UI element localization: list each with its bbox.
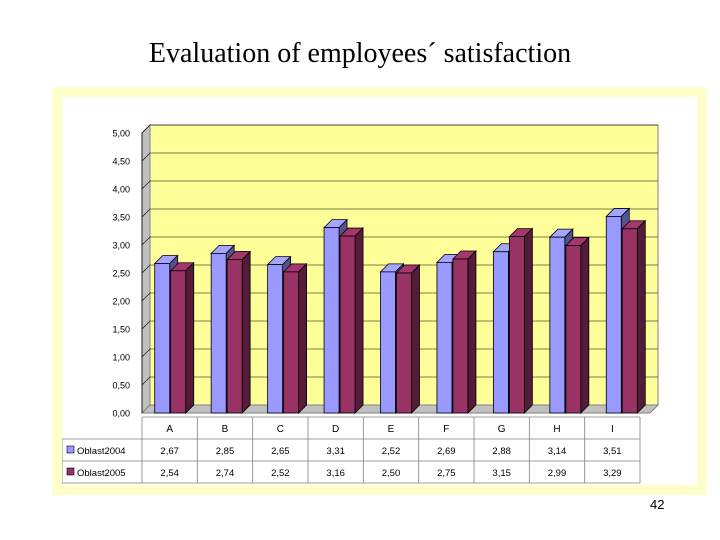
data-label: 3,51 xyxy=(603,446,622,457)
x-tick-label: A xyxy=(166,424,173,435)
gridline xyxy=(141,348,658,358)
bar xyxy=(169,261,195,414)
gridline xyxy=(141,292,658,302)
bar-side-face xyxy=(636,219,646,414)
bar-front-face xyxy=(267,264,284,414)
bar-front-face xyxy=(380,271,396,414)
legend-swatch xyxy=(66,467,75,476)
bar-side-face xyxy=(411,264,420,414)
data-label: 2,52 xyxy=(382,446,401,457)
bar-front-face xyxy=(283,271,300,414)
bar-side-face xyxy=(523,227,533,414)
gridline xyxy=(141,180,658,190)
bar-front-face xyxy=(339,235,356,414)
bar xyxy=(564,236,590,414)
bar-front-face xyxy=(154,263,171,414)
y-tick-label: 5,00 xyxy=(112,129,130,139)
data-label: 2,54 xyxy=(160,468,179,479)
bar xyxy=(282,262,308,414)
bar-side-face xyxy=(298,262,308,414)
data-label: 3,31 xyxy=(326,446,345,457)
x-tick-label: F xyxy=(443,424,449,435)
bar-front-face xyxy=(170,270,187,414)
data-label: 2,65 xyxy=(271,446,290,457)
data-label: 3,29 xyxy=(603,468,622,479)
data-label: 3,16 xyxy=(326,468,345,479)
bar xyxy=(395,264,421,414)
bar-front-face xyxy=(605,216,622,414)
bar-front-face xyxy=(226,259,243,414)
data-label: 2,69 xyxy=(437,446,456,457)
x-tick-label: B xyxy=(222,424,229,435)
x-tick-label: I xyxy=(611,424,614,435)
y-tick-label: 4,50 xyxy=(112,157,130,167)
gridline xyxy=(141,152,658,162)
bar-side-face xyxy=(467,250,477,414)
bar xyxy=(451,250,477,414)
bar-side-face xyxy=(185,261,195,414)
data-label: 2,88 xyxy=(492,446,511,457)
data-label: 2,85 xyxy=(216,446,235,457)
bar-side-face xyxy=(241,250,251,414)
y-tick-label: 4,00 xyxy=(112,185,130,195)
bar xyxy=(339,227,365,414)
bar-front-face xyxy=(508,236,525,414)
chart-frame: 0,00 0,50 1,00 1,50 2,00 2,50 3,00 3,50 4,00 4,50… xyxy=(52,87,707,495)
chart-area: 0,00 0,50 1,00 1,50 2,00 2,50 3,00 3,50 4,00 4,50… xyxy=(62,97,697,485)
bar-front-face xyxy=(436,261,453,414)
y-tick-label: 2,50 xyxy=(112,269,130,279)
slide-title: Evaluation of employees´ satisfaction xyxy=(148,38,572,69)
gridline xyxy=(141,264,658,274)
y-tick-label: 0,50 xyxy=(112,381,130,391)
bar-front-face xyxy=(396,272,412,414)
bar-side-face xyxy=(580,236,590,414)
bar-chart: 0,00 0,50 1,00 1,50 2,00 2,50 3,00 3,50 4,00 4,50… xyxy=(62,123,660,484)
data-label: 2,75 xyxy=(437,468,456,479)
bar-front-face xyxy=(323,227,340,414)
legend-label: Oblast2004 xyxy=(77,446,126,457)
legend-label: Oblast2005 xyxy=(77,468,126,479)
bar-front-face xyxy=(210,252,227,414)
y-tick-label: 1,00 xyxy=(112,353,130,363)
bar xyxy=(508,227,534,414)
bar-side-face xyxy=(354,227,364,414)
x-tick-label: H xyxy=(553,424,560,435)
gridline xyxy=(141,124,658,134)
data-label: 3,15 xyxy=(492,468,511,479)
bar-front-face xyxy=(492,251,509,414)
x-tick-label: D xyxy=(332,424,339,435)
x-tick-label: C xyxy=(277,424,284,435)
y-tick-label: 2,00 xyxy=(112,297,130,307)
data-label: 2,74 xyxy=(216,468,235,479)
page-number: 42 xyxy=(650,497,665,512)
data-label: 2,52 xyxy=(271,468,290,479)
x-tick-label: G xyxy=(498,424,506,435)
data-label: 2,50 xyxy=(382,468,401,479)
y-tick-label: 3,00 xyxy=(112,241,130,251)
bar-front-face xyxy=(621,228,638,414)
bar-front-face xyxy=(452,258,469,414)
gridline xyxy=(141,208,658,218)
bar xyxy=(226,250,252,414)
data-label: 3,14 xyxy=(548,446,567,457)
x-tick-label: E xyxy=(388,424,395,435)
bar-front-face xyxy=(549,236,566,414)
y-tick-label: 3,50 xyxy=(112,213,130,223)
bar xyxy=(621,219,647,414)
gridline xyxy=(141,236,658,246)
data-label: 2,67 xyxy=(160,446,179,457)
y-tick-label: 1,50 xyxy=(112,325,130,335)
bar-front-face xyxy=(565,245,582,414)
gridline xyxy=(141,320,658,330)
data-label: 2,99 xyxy=(548,468,567,479)
gridline xyxy=(141,376,658,386)
legend-swatch xyxy=(66,445,75,454)
y-tick-label: 0,00 xyxy=(112,409,130,419)
